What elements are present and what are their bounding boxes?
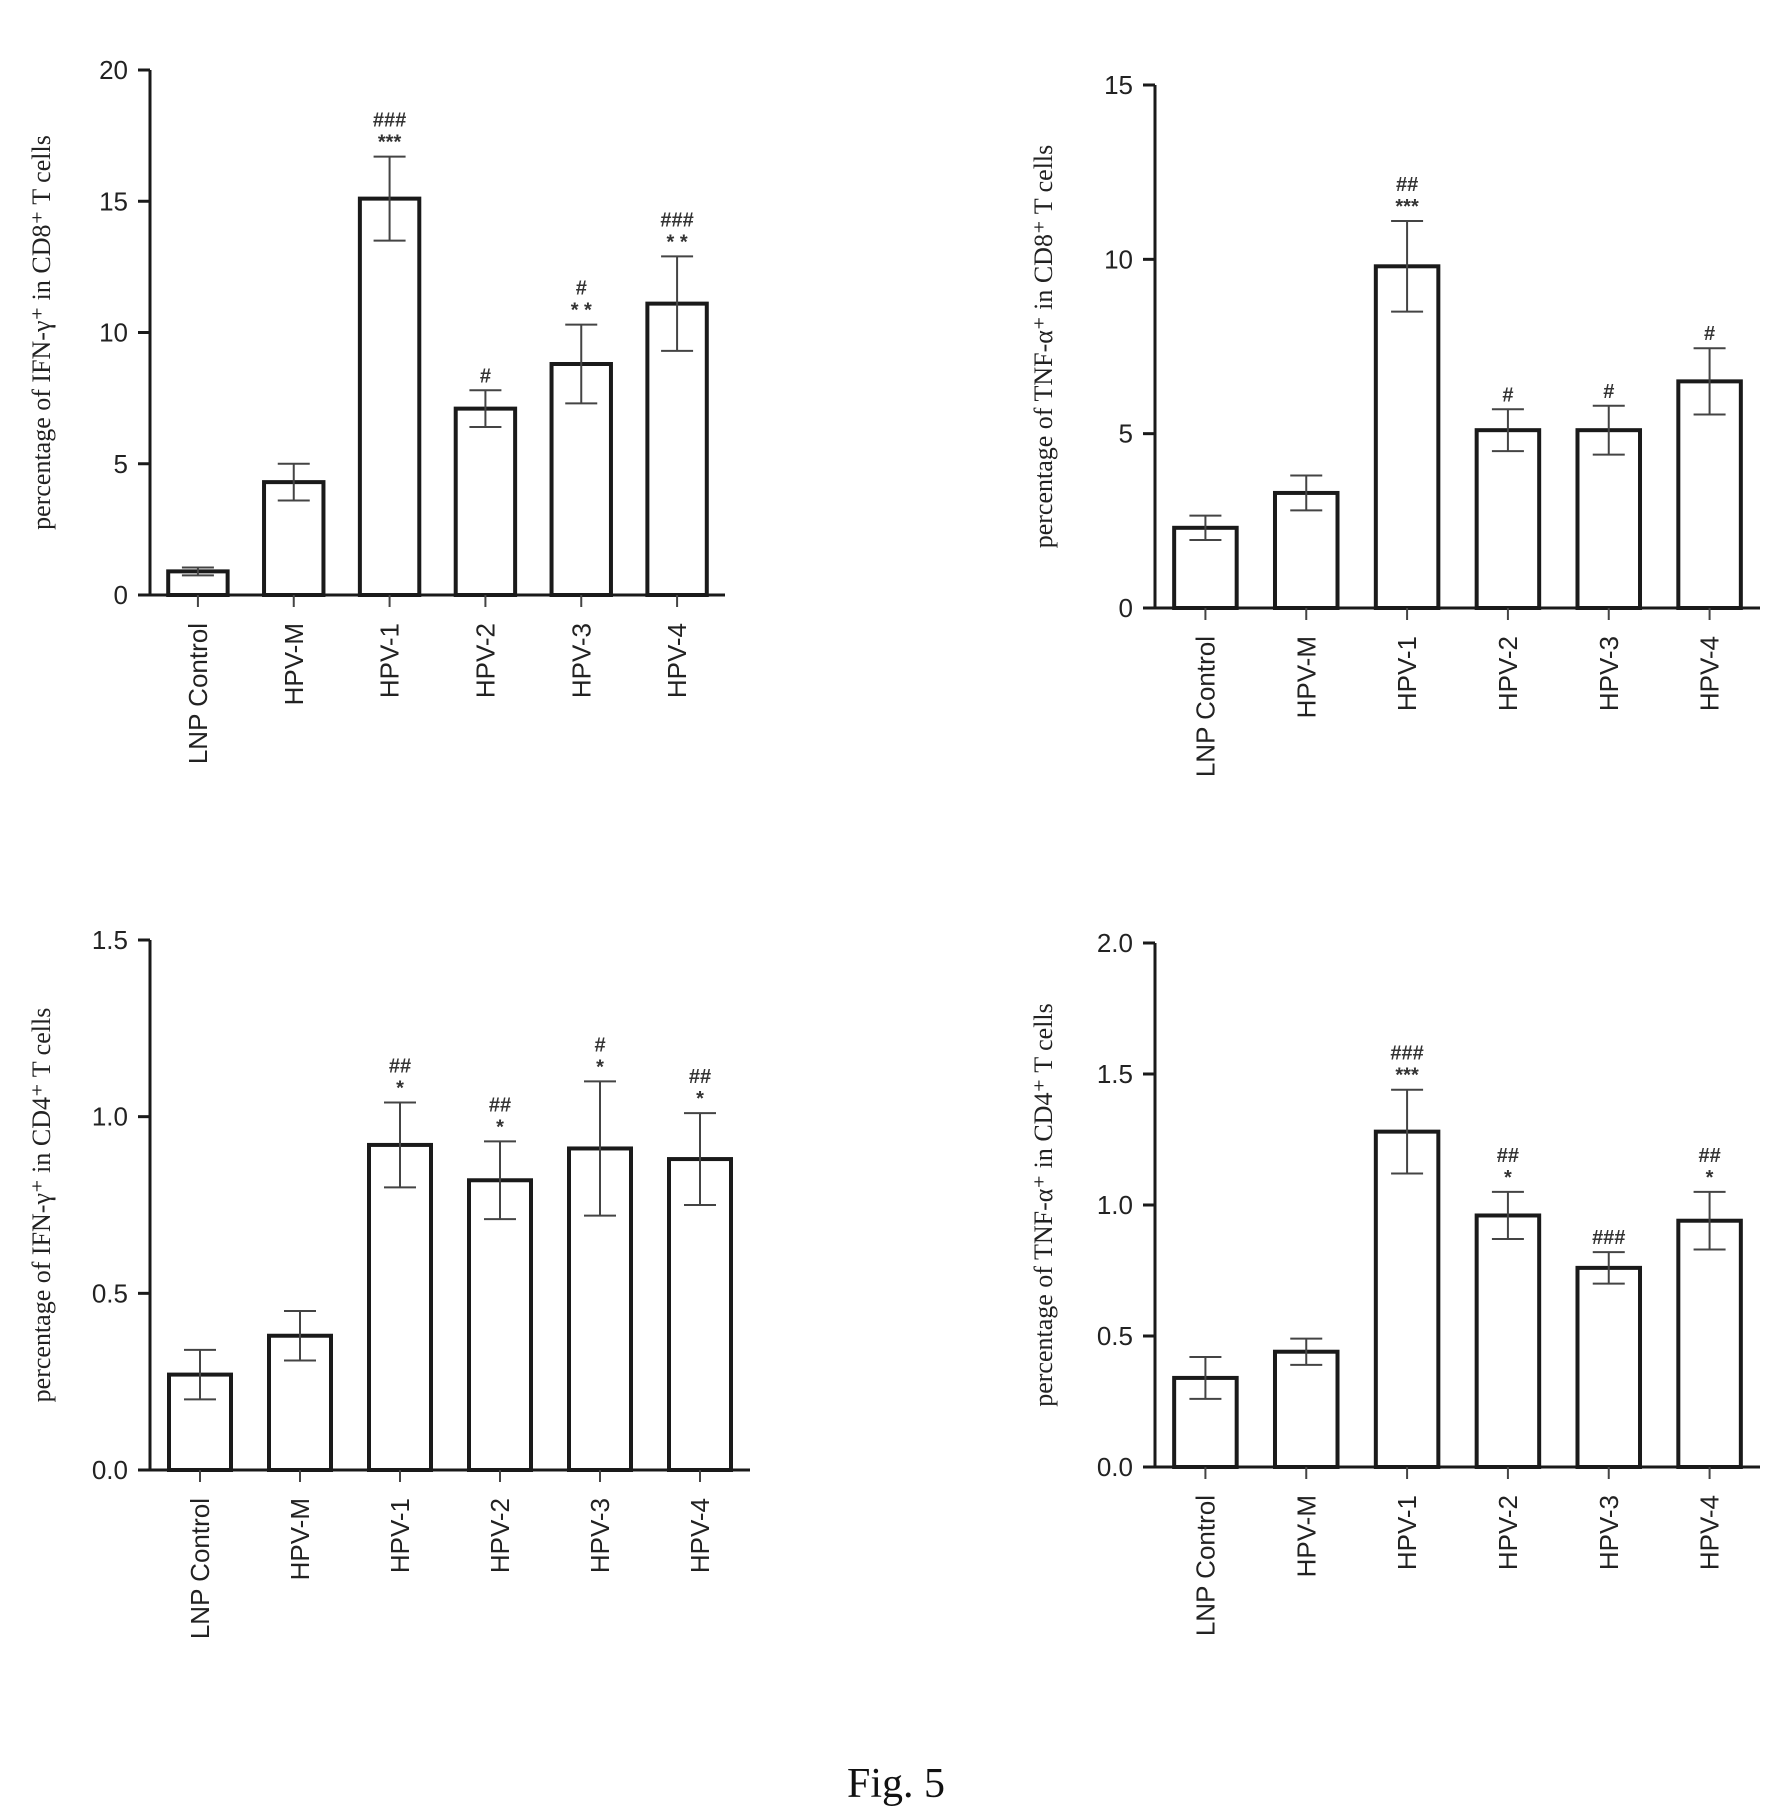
bar-hpv-1: [1373, 1129, 1441, 1469]
y-tick-label: 1.0: [1097, 1190, 1133, 1220]
chart-panel-3: 0.0 0.5 1.0 1.5 percentage of IFN-γ⁺ in CD4⁺…: [27, 925, 750, 1639]
significance-hashes: ###: [1390, 1043, 1423, 1065]
y-tick-label: 5: [1119, 419, 1133, 449]
significance-hashes: ##: [389, 1056, 411, 1078]
significance-hashes: ##: [489, 1094, 511, 1116]
y-tick-label: 20: [99, 55, 128, 85]
y-tick-label: 0: [114, 580, 128, 610]
x-tick-label: HPV-4: [685, 1498, 715, 1573]
y-tick-label: 15: [99, 186, 128, 216]
x-tick-label: LNP Control: [185, 1498, 215, 1639]
x-tick-label: HPV-M: [1291, 636, 1321, 718]
x-tick-label: HPV-1: [1392, 636, 1422, 711]
figure-caption: Fig. 5: [846, 1761, 946, 1807]
significance-hashes: #: [1603, 381, 1614, 403]
x-tick-label: HPV-3: [566, 623, 596, 698]
y-tick-label: 15: [1104, 70, 1133, 100]
x-tick-label: HPV-1: [385, 1498, 415, 1573]
significance-hashes: ###: [373, 110, 406, 132]
chart-panel-4: 0.0 0.5 1.0 1.5 2.0 percentage of TNF-α⁺ in C…: [1029, 928, 1760, 1636]
significance-hashes: ##: [1497, 1145, 1519, 1167]
axes: [138, 68, 725, 597]
x-tick-label: HPV-2: [1493, 636, 1523, 711]
bar-hpv-m: [1272, 1349, 1340, 1469]
bar-hpv-4: [1676, 379, 1743, 610]
significance-hashes: ##: [1698, 1145, 1720, 1167]
bar-hpv-4: [667, 1157, 733, 1472]
bar-hpv-1: [1373, 264, 1441, 610]
x-tick-label: HPV-2: [1493, 1495, 1523, 1570]
figure-canvas: 0 5 10 15 20 percentage of IFN-γ⁺ in CD8⁺ T c…: [27, 55, 1760, 1639]
bar-hpv-3: [1575, 1265, 1643, 1469]
significance-stars: ***: [378, 132, 402, 154]
significance-stars: ***: [1395, 196, 1419, 218]
y-axis-label: percentage of TNF-α⁺ in CD8⁺ T cells: [1029, 145, 1058, 549]
y-tick-label: 0.0: [1097, 1452, 1133, 1482]
significance-hashes: #: [1502, 384, 1513, 406]
significance-stars: *: [696, 1088, 704, 1110]
y-tick-label: 10: [99, 318, 128, 348]
x-tick-label: HPV-3: [1594, 1495, 1624, 1570]
significance-hashes: #: [480, 365, 491, 387]
x-tick-label: HPV-1: [375, 623, 405, 698]
y-tick-label: 0.5: [92, 1278, 128, 1308]
y-tick-label: 1.5: [92, 925, 128, 955]
y-axis-label: percentage of IFN-γ⁺ in CD4⁺ T cells: [27, 1008, 56, 1403]
significance-stars: ***: [1395, 1065, 1419, 1087]
x-tick-label: HPV-M: [285, 1498, 315, 1580]
y-tick-label: 0: [1119, 593, 1133, 623]
x-tick-label: HPV-2: [470, 623, 500, 698]
bar-hpv-2: [1474, 1213, 1542, 1469]
y-tick-label: 10: [1104, 244, 1133, 274]
y-tick-label: 2.0: [1097, 928, 1133, 958]
y-tick-label: 0.5: [1097, 1321, 1133, 1351]
y-axis-label: percentage of TNF-α⁺ in CD4⁺ T cells: [1029, 1003, 1058, 1407]
significance-hashes: ###: [1592, 1227, 1625, 1249]
significance-hashes: #: [576, 278, 587, 300]
y-tick-label: 0.0: [92, 1455, 128, 1485]
significance-stars: *: [1504, 1167, 1512, 1189]
significance-stars: * *: [667, 231, 688, 253]
axes: [1143, 83, 1760, 610]
x-tick-label: HPV-3: [585, 1498, 615, 1573]
x-tick-label: LNP Control: [1190, 636, 1220, 777]
y-tick-label: 5: [114, 449, 128, 479]
bar-hpv-2: [1474, 428, 1542, 610]
x-tick-label: HPV-4: [1695, 1495, 1725, 1570]
y-tick-label: 1.0: [92, 1102, 128, 1132]
bar-hpv-2: [453, 406, 518, 597]
bar-lnp-control: [167, 1372, 233, 1472]
significance-hashes: ##: [1396, 174, 1418, 196]
x-tick-label: HPV-4: [1695, 636, 1725, 711]
significance-hashes: #: [1704, 323, 1715, 345]
chart-panel-2: 0 5 10 15 percentage of TNF-α⁺ in CD8⁺ T cel…: [1029, 70, 1760, 777]
bar-hpv-1: [367, 1142, 433, 1473]
x-tick-label: HPV-1: [1392, 1495, 1422, 1570]
x-tick-label: HPV-4: [662, 623, 692, 698]
significance-stars: *: [596, 1056, 604, 1078]
significance-hashes: #: [594, 1034, 605, 1056]
significance-stars: *: [396, 1078, 404, 1100]
axes: [138, 938, 750, 1472]
x-tick-label: LNP Control: [183, 623, 213, 764]
bar-hpv-3: [1575, 428, 1643, 610]
x-tick-label: HPV-3: [1594, 636, 1624, 711]
y-tick-label: 1.5: [1097, 1059, 1133, 1089]
significance-hashes: ##: [689, 1066, 711, 1088]
significance-hashes: ###: [660, 209, 693, 231]
bar-hpv-4: [1676, 1218, 1743, 1469]
bar-hpv-4: [645, 301, 709, 597]
significance-stars: * *: [571, 300, 592, 322]
x-tick-label: LNP Control: [1190, 1495, 1220, 1636]
significance-stars: *: [496, 1116, 504, 1138]
bar-hpv-1: [357, 196, 422, 597]
x-tick-label: HPV-M: [279, 623, 309, 705]
y-axis-label: percentage of IFN-γ⁺ in CD8⁺ T cells: [27, 135, 56, 530]
axes: [1143, 941, 1760, 1469]
bar-hpv-2: [467, 1178, 533, 1473]
x-tick-label: HPV-2: [485, 1498, 515, 1573]
significance-stars: *: [1706, 1167, 1714, 1189]
chart-panel-1: 0 5 10 15 20 percentage of IFN-γ⁺ in CD8⁺ T c…: [27, 55, 725, 764]
x-tick-label: HPV-M: [1291, 1495, 1321, 1577]
